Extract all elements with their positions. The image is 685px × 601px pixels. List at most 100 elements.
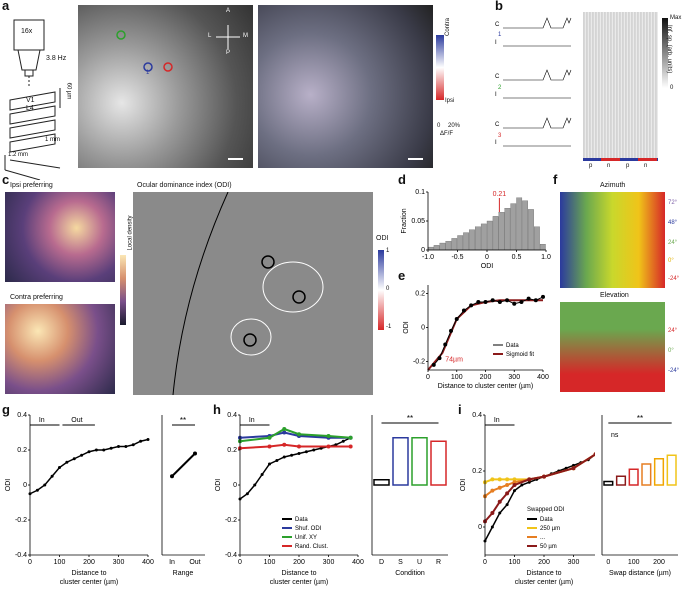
series-point: [282, 455, 286, 459]
odi-bar-bottom: -1: [386, 324, 392, 330]
y-tick-label: 0: [421, 325, 425, 332]
x-tick-label: 1.0: [541, 254, 551, 261]
data-point: [541, 294, 545, 299]
fov-grayscale-image: [78, 5, 253, 168]
series-point: [498, 511, 502, 515]
x-tick-label: S: [398, 559, 403, 566]
series-point: [497, 485, 502, 490]
series-point: [267, 444, 272, 449]
x-tick-label: 200: [653, 559, 665, 566]
series-line: [239, 443, 351, 450]
series-point: [50, 474, 54, 478]
series-point: [94, 448, 98, 452]
histogram-bar: [439, 242, 446, 251]
legend-label: Unif. XY: [295, 535, 317, 541]
significance-label: **: [637, 414, 643, 423]
az-tick-0: 0°: [668, 258, 674, 264]
x-tick-label: 300: [568, 559, 580, 566]
chart-e-distance-odi: 0 100 200 300 400 -0.2 0 0.2 74µm Distance to clu…: [403, 285, 549, 390]
series-point: [520, 483, 524, 487]
series-point: [512, 483, 517, 487]
ipsi-title: Ipsi preferring: [10, 182, 53, 189]
chart-h-controls: 0 100 200 300 400 -0.4 -0.2 0 0.2 0.4 In Distance t…: [215, 412, 364, 586]
series-point: [593, 452, 595, 457]
significance-label: **: [180, 416, 186, 425]
legend-label: Data: [540, 517, 553, 523]
x-axis-label: ODI: [481, 263, 494, 270]
raster-colorbar-label: Inf. sp. (arb. units): [666, 25, 672, 74]
panel-label-b: b: [495, 0, 503, 13]
bracket-in-label: In: [39, 417, 45, 424]
histogram-bar: [516, 197, 523, 251]
histogram-bar: [427, 246, 434, 251]
x-axis-label: Distance to: [71, 570, 106, 577]
series-point: [35, 488, 39, 492]
condition-bar: [411, 437, 428, 486]
x-tick-label: 100: [628, 559, 640, 566]
series-point: [297, 444, 301, 449]
series-point: [253, 483, 257, 487]
condition-bar: [430, 440, 447, 486]
x-axis-label: cluster center (µm): [60, 579, 119, 586]
x-tick-label: D: [379, 559, 384, 566]
x-tick-label: 300: [323, 559, 335, 566]
histogram-bar: [498, 212, 505, 251]
x-tick-label: 400: [537, 374, 549, 381]
x-tick-label: 100: [451, 374, 463, 381]
histogram-bar: [457, 235, 464, 251]
series-point: [260, 473, 264, 476]
data-point: [476, 300, 481, 304]
trace-row-label: I: [495, 140, 497, 146]
x-axis-label: Distance to: [526, 570, 561, 577]
y-tick-label: 0.2: [17, 447, 27, 454]
condition-bar: [392, 437, 409, 486]
cell-marker-1: [143, 62, 153, 72]
x-tick-label: 0: [28, 559, 32, 566]
azimuth-map: [560, 192, 665, 288]
x-tick-label: 300: [508, 374, 520, 381]
panel-label-g: g: [2, 402, 10, 417]
x-tick-label: R: [436, 559, 441, 566]
condition-bar: [603, 480, 614, 486]
series-point: [505, 477, 510, 482]
significance-label: **: [407, 414, 413, 423]
histogram-bar: [451, 238, 458, 251]
series-point: [542, 474, 546, 479]
series-point: [139, 439, 143, 443]
series-point: [268, 462, 271, 466]
trace-row-label: I: [495, 40, 497, 46]
y-axis-label: ODI: [460, 479, 467, 492]
series-point: [43, 483, 47, 487]
cell-label-1: 1: [146, 70, 150, 76]
panel-label-c: c: [2, 172, 10, 187]
x-tick-label: 300: [113, 559, 125, 566]
raster-colorbar: [662, 18, 668, 88]
series-point: [505, 503, 509, 507]
series-point: [102, 448, 106, 452]
spacing-label: 1 mm: [45, 137, 60, 143]
trace-row-label: C: [495, 22, 500, 28]
legend-label: Data: [506, 343, 519, 349]
x-tick-label: 0: [485, 254, 489, 261]
legend-label: Shuf. ODI: [295, 526, 322, 532]
data-point: [526, 296, 531, 301]
data-point: [469, 303, 474, 308]
x-tick-label: In: [169, 559, 175, 566]
compass-a: A: [226, 8, 231, 14]
series-point: [131, 443, 135, 447]
legend-label: 50 µm: [540, 544, 557, 550]
y-tick-label: 0.1: [415, 189, 425, 196]
series-point: [65, 460, 69, 464]
x-tick-label: 0: [426, 374, 430, 381]
chart-g-odi-vs-distance: 0 100 200 300 400 -0.4 -0.2 0 0.2 0.4 In Out Distanc…: [5, 412, 154, 586]
series-point: [348, 444, 353, 449]
histogram-bar: [475, 226, 481, 251]
odi-scatter-map: [133, 192, 373, 395]
series-point: [282, 430, 287, 435]
panel-label-f: f: [553, 172, 558, 187]
histogram-bar: [463, 232, 469, 251]
series-point: [58, 466, 61, 469]
y-tick-label: 0.2: [227, 447, 237, 454]
histogram-bar: [480, 223, 487, 251]
rate-label: 3.8 Hz: [46, 55, 67, 62]
